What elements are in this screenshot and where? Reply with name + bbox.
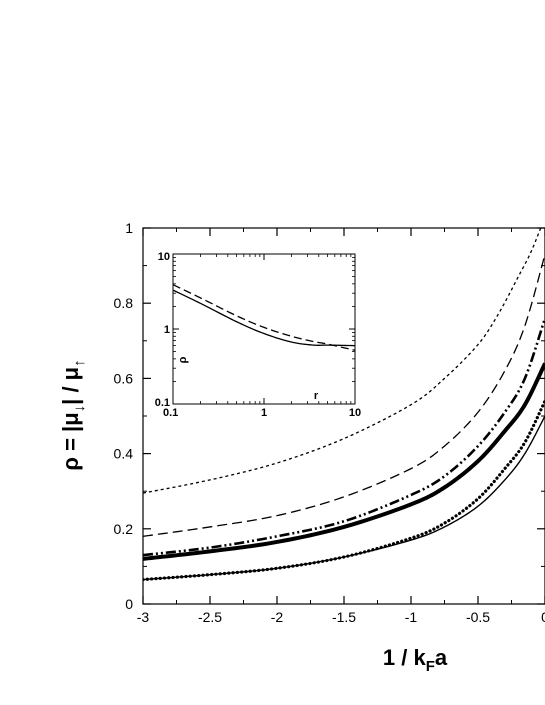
inset-y-tick-label: 0.1 (155, 397, 170, 409)
series-line-thin-solid (143, 415, 545, 581)
inset-frame (172, 253, 356, 405)
inset-x-tick-label: 1 (261, 407, 267, 419)
inset-ticks: 0.1 1 10 0.1 1 10 (155, 251, 361, 419)
main-xlabel: 1 / kFa (383, 645, 448, 675)
x-tick-label: -2.5 (198, 609, 222, 625)
y-tick-label: 0 (125, 596, 133, 612)
x-tick-label: -1.5 (332, 609, 356, 625)
main-ticks: -3 -2.5 -2 -1.5 -1 -0.5 0 0 0.2 0.4 0.6 0.8 1 (114, 220, 545, 625)
inset-y-tick-label: 10 (158, 251, 170, 263)
x-tick-label: -3 (137, 609, 150, 625)
main-ylabel: ρ = |μ↓| / μ↑ (58, 359, 88, 470)
inset-series-dashed (172, 284, 356, 351)
series-line-short-dash (143, 228, 542, 494)
y-tick-label: 0.6 (114, 370, 134, 386)
ylabel-rho: ρ = (58, 432, 83, 471)
x-tick-label: -2 (271, 609, 284, 625)
inset-x-tick-label: 0.1 (163, 407, 178, 419)
main-plot: -3 -2.5 -2 -1.5 -1 -0.5 0 0 0.2 0.4 0.6 0.8 1 (114, 220, 545, 625)
inset-series (172, 284, 356, 351)
series-line-dash-dot-dot (143, 317, 545, 557)
series-line-long-dash (143, 254, 545, 537)
series-line-thick-solid (143, 362, 545, 561)
x-tick-label: 0 (541, 609, 545, 625)
series-line-dotted-markers (143, 399, 545, 582)
x-tick-label: -0.5 (466, 609, 490, 625)
ylabel-mid: | / μ (58, 367, 83, 405)
xlabel-sub: F (426, 658, 435, 675)
ylabel-up: ↑ (71, 359, 88, 367)
ylabel-down: ↓ (71, 405, 88, 413)
main-series (143, 228, 545, 582)
xlabel-tail: a (435, 645, 448, 670)
inset-xlabel: r (314, 390, 319, 402)
ylabel-mu: |μ (58, 412, 83, 432)
y-tick-label: 0.2 (114, 521, 134, 537)
y-tick-label: 0.4 (114, 446, 134, 462)
y-tick-label: 1 (125, 220, 133, 236)
xlabel-main: 1 / k (383, 645, 427, 670)
main-series-clip (143, 228, 545, 582)
y-tick-label: 0.8 (114, 295, 134, 311)
inset-ylabel: ρ (177, 356, 189, 363)
inset-x-tick-label: 10 (349, 407, 361, 419)
inset-series-solid (172, 289, 356, 347)
x-tick-label: -1 (405, 609, 418, 625)
inset-y-tick-label: 1 (164, 324, 170, 336)
inset-plot: 0.1 1 10 0.1 1 10 ρ r (155, 251, 361, 419)
